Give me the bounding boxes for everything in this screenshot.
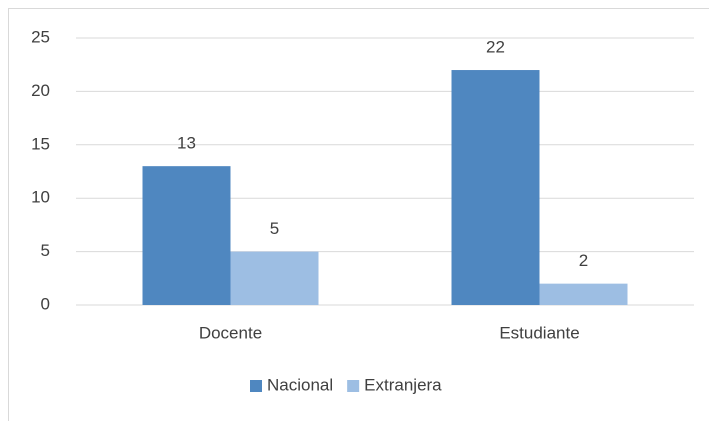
y-tick-label: 20 [31,81,50,100]
legend-swatch [250,380,262,392]
y-tick-label: 0 [41,294,50,313]
x-tick-label: Docente [199,323,262,342]
bar [230,251,319,305]
data-label: 13 [177,134,196,153]
x-tick-label: Estudiante [499,323,579,342]
legend-label: Nacional [267,375,333,394]
bar [142,166,231,305]
data-label: 22 [486,38,505,57]
bar [539,283,628,305]
chart-border [8,8,709,421]
y-tick-label: 5 [41,241,50,260]
data-label: 2 [579,251,588,270]
legend-swatch [347,380,360,392]
y-tick-label: 10 [31,188,50,207]
data-label: 5 [270,219,279,238]
y-tick-label: 25 [31,27,50,46]
legend-label: Extranjera [364,375,442,394]
bar [451,70,540,305]
y-tick-label: 15 [31,134,50,153]
